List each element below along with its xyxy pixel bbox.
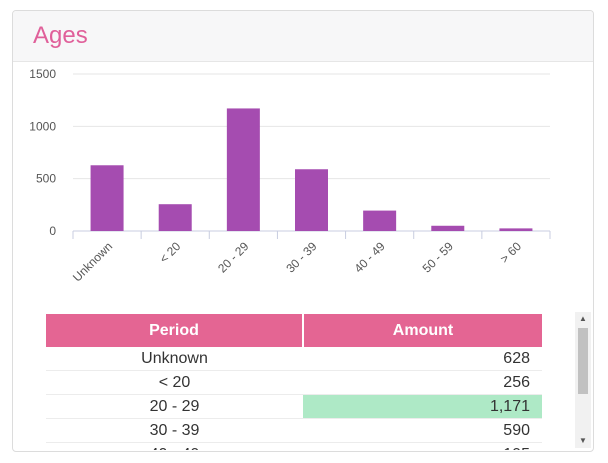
bar [158, 204, 192, 231]
header-period[interactable]: Period [46, 314, 304, 347]
cell-period: 30 - 39 [46, 418, 303, 443]
cell-period: 40 - 49 [46, 442, 303, 450]
cell-amount: 590 [303, 418, 542, 443]
cell-amount: 256 [303, 370, 542, 395]
cell-amount: 628 [303, 347, 542, 371]
ages-table: Period Amount Unknown 628 < 20 256 20 - 29 1,… [46, 314, 542, 450]
y-tick-label: 1000 [29, 119, 56, 133]
y-tick-label: 500 [36, 172, 56, 186]
x-tick-label: 50 - 59 [420, 239, 457, 276]
bar [499, 228, 533, 231]
table-row[interactable]: Unknown 628 [46, 347, 542, 371]
card-header: Ages [13, 11, 593, 62]
table-row[interactable]: 30 - 39 590 [46, 418, 542, 443]
ages-bar-chart: 0 500 1000 1500 Unknown < 20 20 - 29 30 - 39 40 … [29, 67, 551, 284]
table-row[interactable]: 20 - 29 1,171 [46, 394, 542, 419]
cell-period: 20 - 29 [46, 394, 303, 419]
bar [363, 210, 397, 231]
cell-period: < 20 [46, 370, 303, 395]
cell-amount: 195 [303, 442, 542, 450]
table-scrollbar[interactable]: ▲ ▼ [575, 312, 591, 448]
triangle-down-icon[interactable]: ▼ [579, 436, 587, 445]
header-amount[interactable]: Amount [303, 314, 542, 347]
y-tick-label: 0 [49, 224, 56, 238]
cell-period: Unknown [46, 347, 303, 371]
x-tick-label: > 60 [497, 239, 524, 266]
cell-amount: 1,171 [303, 394, 542, 419]
scroll-thumb[interactable] [578, 328, 588, 394]
bar [90, 165, 124, 231]
x-tick-label: 20 - 29 [215, 239, 252, 276]
bar [226, 108, 260, 231]
table-header-row: Period Amount [46, 314, 542, 347]
x-tick-label: 40 - 49 [351, 239, 388, 276]
triangle-up-icon[interactable]: ▲ [579, 314, 587, 323]
table-row[interactable]: 40 - 49195 [46, 442, 542, 450]
ages-table-container: Period Amount Unknown 628 < 20 256 20 - 29 1,… [46, 314, 542, 450]
x-tick-label: < 20 [157, 239, 184, 266]
x-tick-label: 30 - 39 [283, 239, 320, 276]
x-tick-label: Unknown [70, 239, 115, 284]
table-row[interactable]: < 20 256 [46, 370, 542, 395]
card-title: Ages [33, 22, 88, 49]
bar [431, 225, 465, 231]
y-tick-label: 1500 [29, 67, 56, 81]
bar [295, 169, 328, 231]
